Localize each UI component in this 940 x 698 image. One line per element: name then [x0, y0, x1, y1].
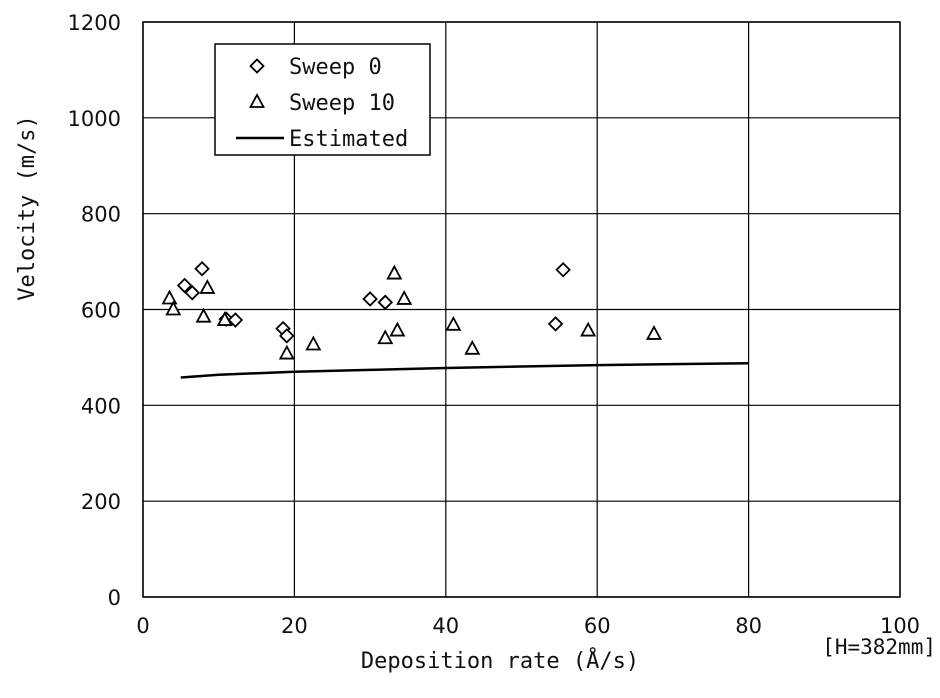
data-point: [547, 316, 564, 332]
legend-triangle-icon: [248, 93, 266, 108]
data-point: [216, 311, 233, 326]
data-point: [199, 279, 216, 294]
data-point: [445, 315, 462, 331]
estimated-line: [180, 361, 749, 379]
y-tick-label: 1000: [68, 107, 121, 131]
data-point: [386, 264, 403, 280]
y-tick-label: 800: [81, 203, 121, 227]
x-tick-label: 40: [432, 614, 459, 638]
plot-frame: [142, 21, 901, 598]
data-point: [645, 325, 662, 340]
y-tick-label: 0: [108, 586, 121, 610]
data-point: [555, 261, 571, 278]
x-tick-label: 80: [735, 614, 762, 638]
data-point: [184, 284, 200, 301]
x-tick-label: 20: [281, 614, 308, 638]
data-point: [396, 290, 413, 305]
series-sweep-0: [176, 260, 571, 344]
data-point: [580, 321, 597, 337]
data-point: [377, 329, 394, 345]
data-point: [176, 277, 193, 294]
x-axis-label: Deposition rate (Å/s): [361, 647, 639, 674]
data-point: [195, 307, 212, 323]
data-point: [377, 294, 394, 311]
height-annotation: [H=382mm]: [822, 635, 936, 659]
data-point: [194, 260, 210, 277]
x-tick-label: 100: [880, 614, 920, 638]
legend-label: Estimated: [289, 127, 408, 152]
data-point: [362, 291, 378, 307]
legend-diamond-icon: [249, 58, 265, 74]
legend-label: Sweep 0: [289, 55, 382, 80]
legend-box: [214, 43, 431, 156]
data-point: [165, 300, 182, 316]
y-tick-label: 200: [81, 490, 121, 514]
data-point: [278, 344, 295, 360]
data-point: [161, 289, 178, 305]
series-estimated: [180, 361, 749, 379]
y-tick-label: 400: [81, 394, 121, 418]
x-tick-label: 0: [136, 614, 149, 638]
x-tick-label: 60: [584, 614, 611, 638]
data-series: [161, 260, 749, 379]
y-tick-label: 600: [81, 299, 121, 323]
y-axis-label: Velocity (m/s): [15, 115, 40, 300]
y-tick-label: 1200: [68, 11, 121, 35]
data-point: [305, 335, 322, 351]
series-sweep-10: [161, 264, 662, 360]
data-point: [464, 339, 481, 355]
data-point: [227, 312, 244, 328]
data-point: [389, 321, 406, 337]
legend: Sweep 0 Sweep 10 Estimated: [214, 43, 431, 156]
legend-label: Sweep 10: [289, 91, 395, 116]
data-point: [279, 328, 295, 344]
